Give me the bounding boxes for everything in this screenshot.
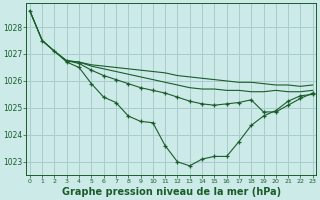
X-axis label: Graphe pression niveau de la mer (hPa): Graphe pression niveau de la mer (hPa) [62, 187, 281, 197]
